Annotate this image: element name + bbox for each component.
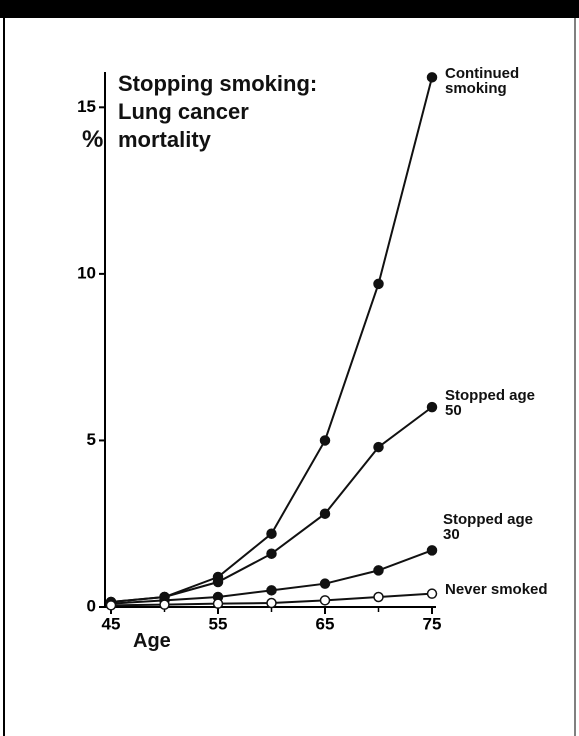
series-label: Continued smoking: [445, 65, 520, 97]
series-label: Stopped age 30: [443, 511, 534, 543]
data-point: [319, 595, 331, 606]
x-axis-label: Age: [133, 630, 171, 652]
series-label: Never smoked: [445, 581, 548, 598]
data-point: [373, 441, 384, 453]
series-line: [110, 77, 433, 603]
data-point: [426, 588, 438, 599]
data-point: [266, 548, 277, 559]
data-point: [319, 508, 331, 519]
top-border: [0, 0, 579, 18]
data-point: [373, 278, 384, 290]
data-point: [426, 545, 438, 556]
data-point: [426, 401, 438, 413]
data-point: [159, 599, 170, 610]
series-label: Stopped age 50: [445, 387, 536, 419]
y-tick-label: 5: [87, 430, 96, 449]
x-tick-label: 65: [316, 614, 335, 633]
data-point: [373, 591, 384, 603]
data-point: [426, 72, 438, 83]
data-point: [212, 598, 224, 609]
data-point: [319, 578, 331, 589]
data-point: [266, 597, 277, 609]
data-point: [319, 435, 331, 446]
data-point: [373, 565, 384, 576]
x-tick-label: 45: [102, 614, 121, 633]
series-line: [110, 406, 433, 603]
chart-title: Stopping smoking: Lung cancer mortality: [118, 71, 318, 152]
y-tick-label: 10: [77, 263, 96, 282]
y-tick-label: 15: [77, 97, 96, 116]
y-tick-label: 0: [87, 596, 96, 615]
data-point: [105, 600, 117, 611]
data-point: [266, 585, 277, 596]
x-tick-label: 55: [209, 614, 228, 633]
data-point: [212, 576, 224, 588]
y-axis-label: %: [82, 126, 104, 153]
data-point: [266, 528, 277, 539]
x-tick-label: 75: [423, 614, 442, 633]
